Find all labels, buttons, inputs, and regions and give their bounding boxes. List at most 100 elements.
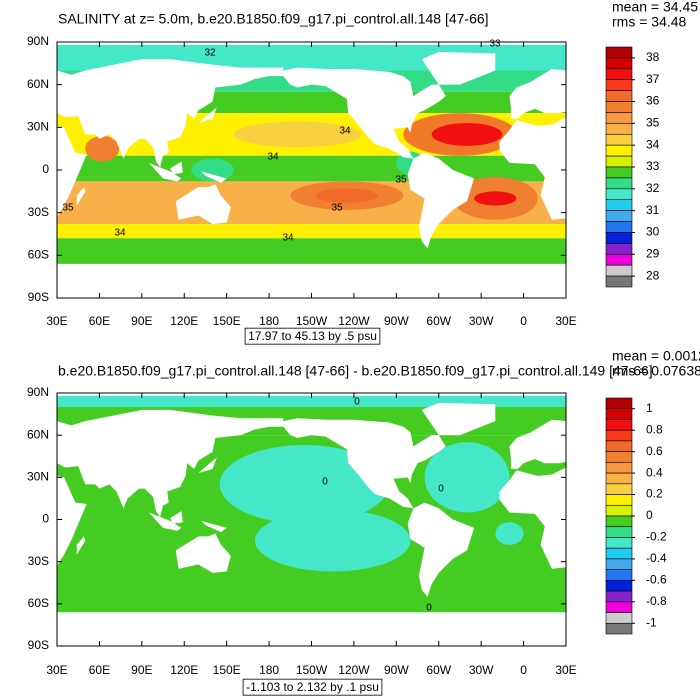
colorbar-box bbox=[605, 569, 633, 581]
map-region bbox=[495, 522, 524, 545]
contour-label: 0 bbox=[322, 477, 328, 488]
colorbar-box bbox=[605, 462, 633, 474]
colorbar-label: 1 bbox=[646, 401, 653, 415]
colorbar-box bbox=[605, 253, 633, 266]
contour-label: 35 bbox=[395, 175, 407, 186]
colorbar-label: 0.2 bbox=[646, 487, 663, 501]
x-tick-label: 30E bbox=[555, 663, 576, 677]
stat-label: rms = 0.07638 bbox=[612, 363, 700, 379]
land bbox=[198, 107, 217, 124]
x-tick-label: 60E bbox=[89, 663, 110, 677]
land bbox=[198, 457, 217, 474]
colorbar-box bbox=[605, 451, 633, 463]
contour-label: 35 bbox=[62, 203, 74, 214]
colorbar-label: 29 bbox=[646, 246, 660, 260]
land bbox=[509, 419, 566, 469]
x-tick-label: 30E bbox=[46, 663, 67, 677]
x-tick-label: 30E bbox=[555, 314, 576, 328]
x-tick-label: 90W bbox=[384, 663, 409, 677]
contour-label: 34 bbox=[267, 152, 279, 163]
colorbar-label: 0.6 bbox=[646, 444, 663, 458]
map-band bbox=[57, 224, 566, 239]
x-tick-label: 90W bbox=[384, 314, 409, 328]
colorbar-box bbox=[605, 580, 633, 592]
colorbar-box bbox=[605, 264, 633, 277]
land bbox=[283, 67, 446, 159]
map-band bbox=[57, 155, 566, 182]
colorbar-box bbox=[605, 440, 633, 452]
colorbar-label: 38 bbox=[646, 50, 660, 64]
map-region bbox=[219, 445, 390, 524]
stat-label: rms = 34.48 bbox=[612, 14, 687, 30]
colorbar-label: 28 bbox=[646, 268, 660, 282]
colorbar-box bbox=[605, 79, 633, 91]
colorbar-box bbox=[605, 601, 633, 613]
x-tick-label: 90E bbox=[131, 663, 152, 677]
stat-label: mean = 0.001262 bbox=[612, 348, 700, 364]
y-tick-label: 60N bbox=[27, 427, 49, 441]
x-tick-label: 30W bbox=[469, 314, 494, 328]
range-note: 17.97 to 45.13 by .5 psu bbox=[248, 329, 377, 343]
land bbox=[509, 69, 566, 119]
x-tick-label: 120E bbox=[170, 314, 198, 328]
land bbox=[407, 152, 475, 249]
land bbox=[170, 511, 183, 524]
colorbar-label: 37 bbox=[646, 72, 660, 86]
colorbar-box bbox=[605, 275, 633, 288]
contour-label: 0 bbox=[354, 397, 360, 408]
x-tick-label: 30W bbox=[469, 663, 494, 677]
land bbox=[57, 59, 284, 168]
land bbox=[57, 475, 87, 566]
land bbox=[175, 533, 231, 573]
colorbar-box bbox=[605, 408, 633, 420]
colorbar-box bbox=[605, 504, 633, 517]
x-tick-label: 180 bbox=[259, 314, 279, 328]
y-tick-label: 90N bbox=[27, 385, 49, 399]
colorbar-box bbox=[605, 494, 633, 506]
colorbar-box bbox=[605, 558, 633, 570]
colorbar-label: 32 bbox=[646, 181, 660, 195]
x-tick-label: 150W bbox=[296, 663, 328, 677]
colorbar-box bbox=[605, 419, 633, 431]
contour-label: 34 bbox=[282, 233, 294, 244]
colorbar-label: 36 bbox=[646, 94, 660, 108]
y-tick-label: 90S bbox=[28, 638, 49, 652]
land bbox=[148, 162, 182, 182]
colorbar-box bbox=[605, 232, 633, 244]
land bbox=[201, 171, 227, 183]
map-region bbox=[254, 509, 411, 572]
colorbar-box bbox=[605, 133, 633, 146]
colorbar-box bbox=[605, 101, 633, 113]
colorbar-box bbox=[605, 590, 633, 603]
colorbar-box bbox=[605, 112, 633, 124]
y-tick-label: 60S bbox=[28, 596, 49, 610]
y-tick-label: 0 bbox=[42, 512, 49, 526]
land bbox=[421, 51, 496, 85]
contour-label: 33 bbox=[489, 39, 501, 50]
x-tick-label: 120W bbox=[338, 663, 370, 677]
colorbar-box bbox=[605, 155, 633, 168]
y-tick-label: 30S bbox=[28, 205, 49, 219]
colorbar-box bbox=[605, 537, 633, 549]
x-tick-label: 60E bbox=[89, 314, 110, 328]
chart-panel: b.e20.B1850.f09_g17.pi_control.all.148 [… bbox=[27, 348, 700, 696]
contour-label: 35 bbox=[331, 203, 343, 214]
colorbar-box bbox=[605, 515, 633, 528]
y-tick-label: 30S bbox=[28, 554, 49, 568]
colorbar-label: -0.8 bbox=[646, 594, 667, 608]
colorbar-label: -0.6 bbox=[646, 573, 667, 587]
colorbar-box bbox=[605, 221, 633, 233]
colorbar-label: 34 bbox=[646, 137, 660, 151]
x-tick-label: 120E bbox=[170, 663, 198, 677]
map-field bbox=[57, 393, 566, 646]
chart-title: SALINITY at z= 5.0m, b.e20.B1850.f09_g17… bbox=[58, 11, 489, 27]
colorbar-box bbox=[605, 57, 633, 70]
colorbar-box bbox=[605, 68, 633, 81]
colorbar-box bbox=[605, 166, 633, 179]
land bbox=[148, 512, 182, 531]
colorbar-box bbox=[605, 622, 633, 635]
y-tick-label: 60N bbox=[27, 77, 49, 91]
map-region bbox=[424, 442, 510, 513]
x-tick-label: 180 bbox=[259, 663, 279, 677]
